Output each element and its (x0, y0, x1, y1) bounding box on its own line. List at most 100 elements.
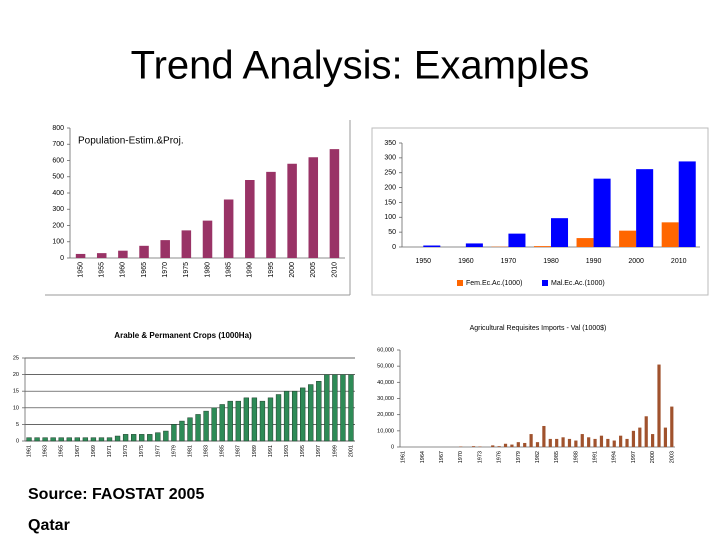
bar (50, 437, 56, 442)
y-tick-label: 0 (16, 438, 19, 444)
bar (75, 253, 86, 258)
bar (631, 430, 636, 447)
chart-title: Arable & Permanent Crops (1000Ha) (114, 331, 252, 340)
x-tick-label: 1976 (497, 451, 503, 463)
y-tick-label: 20 (13, 372, 19, 378)
y-tick-label: 60,000 (377, 347, 394, 353)
bar (139, 434, 145, 442)
bar (195, 414, 201, 442)
x-tick-label: 1999 (332, 445, 338, 457)
y-tick-label: 20,000 (377, 412, 394, 418)
bar (139, 245, 149, 258)
x-tick-label: 1993 (284, 445, 290, 457)
y-tick-label: 25 (13, 355, 19, 361)
legend-swatch (542, 280, 548, 286)
y-tick-label: 40,000 (377, 380, 394, 386)
y-tick-label: 700 (52, 141, 64, 148)
bar (98, 437, 105, 442)
bar (160, 240, 170, 258)
x-tick-label: 2010 (331, 262, 338, 278)
x-tick-label: 1982 (535, 451, 541, 463)
bar (548, 438, 552, 447)
x-tick-label: 2001 (348, 445, 354, 457)
bar (329, 149, 340, 258)
bar (555, 438, 559, 447)
bar (529, 434, 533, 447)
bar (503, 443, 508, 447)
x-tick-label: 1973 (477, 451, 483, 463)
x-tick-label: 1979 (171, 445, 177, 457)
x-tick-label: 1985 (220, 445, 226, 457)
bar (324, 374, 330, 442)
bar (96, 253, 107, 258)
bar (619, 230, 637, 247)
x-tick-label: 1955 (99, 262, 106, 278)
bar (155, 432, 161, 442)
x-tick-label: 1994 (612, 451, 618, 463)
bar (661, 222, 679, 247)
x-tick-label: 1981 (187, 445, 193, 457)
y-tick-label: 500 (52, 174, 64, 181)
bar (542, 425, 546, 447)
bar (593, 438, 597, 447)
bar (114, 435, 121, 442)
x-tick-label: 2003 (669, 451, 675, 463)
x-tick-label: 1964 (420, 451, 426, 463)
y-tick-label: 100 (52, 239, 64, 246)
y-tick-label: 350 (384, 140, 396, 147)
bar (593, 178, 611, 247)
x-tick-label: 1988 (573, 451, 579, 463)
x-tick-label: 1980 (204, 262, 211, 278)
bar (219, 404, 225, 442)
x-tick-label: 1973 (123, 445, 129, 457)
bar (561, 437, 565, 447)
x-tick-label: 1969 (91, 445, 97, 457)
bar (267, 397, 274, 442)
y-tick-label: 250 (384, 170, 396, 177)
x-tick-label: 1995 (268, 262, 275, 278)
x-tick-label: 2010 (671, 258, 687, 265)
bar (348, 374, 354, 442)
y-tick-label: 800 (52, 125, 64, 132)
y-tick-label: 200 (52, 222, 64, 229)
bar (308, 384, 314, 442)
bar (599, 435, 604, 447)
bar (58, 437, 64, 442)
bar (606, 438, 610, 447)
x-tick-label: 1991 (593, 451, 599, 463)
bar (235, 400, 241, 442)
y-tick-label: 30,000 (377, 396, 394, 402)
bar (612, 440, 616, 447)
bar (651, 434, 655, 447)
x-tick-label: 1967 (75, 445, 81, 457)
bar (74, 437, 80, 442)
bar (291, 390, 298, 442)
bar (106, 437, 113, 442)
x-tick-label: 1987 (236, 445, 242, 457)
x-tick-label: 1970 (501, 258, 517, 265)
bar (580, 434, 584, 447)
bar (266, 171, 276, 258)
y-tick-label: 0 (391, 444, 394, 450)
x-tick-label: 1960 (458, 258, 474, 265)
y-tick-label: 50 (388, 229, 396, 236)
y-tick-label: 5 (16, 422, 19, 428)
x-tick-label: 2000 (650, 451, 656, 463)
bar (275, 394, 282, 442)
bar (533, 246, 551, 247)
x-tick-label: 1975 (183, 262, 190, 278)
bar (516, 442, 520, 447)
x-tick-label: 1950 (415, 258, 431, 265)
x-tick-label: 1985 (554, 451, 560, 463)
y-tick-label: 50,000 (377, 364, 394, 370)
bar (332, 374, 338, 442)
chart-title: Agricultural Requisites Imports - Val (1… (470, 325, 607, 332)
x-tick-label: 1990 (247, 262, 254, 278)
x-tick-label: 1961 (26, 445, 32, 457)
x-tick-label: 1985 (225, 262, 232, 278)
bar (202, 220, 213, 258)
bar (171, 424, 177, 442)
x-tick-label: 1970 (162, 262, 169, 278)
y-tick-label: 150 (384, 199, 396, 206)
bar (663, 427, 668, 447)
